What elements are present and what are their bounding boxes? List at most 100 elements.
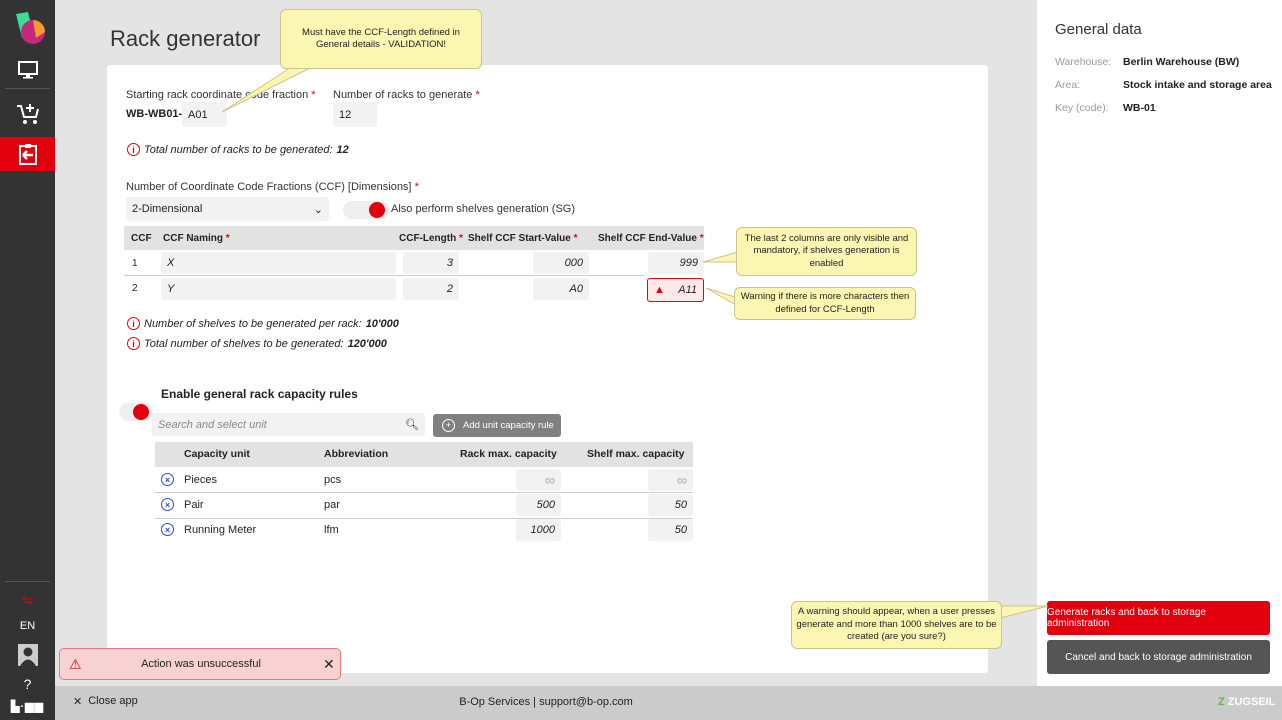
brand-logo: ▙·▆▆ [10,700,45,713]
col-unit: Capacity unit [184,448,250,460]
panel-title: General data [1055,21,1142,38]
label-text: Number of racks to generate [333,89,473,101]
info-text: Number of shelves to be generated per ra… [144,317,362,330]
shelf-end-input[interactable]: 999 [648,252,704,274]
user-avatar-icon[interactable] [0,642,55,668]
unit-abbr: lfm [324,524,339,536]
col-rack-cap: Rack max. capacity [460,448,557,460]
close-icon[interactable]: ✕ [323,656,335,672]
general-row-warehouse: Warehouse: Berlin Warehouse (BW) [1055,56,1239,68]
footer: ✕ Close app B-Op Services | support@b-op.… [55,686,1282,720]
total-racks-info: i Total number of racks to be generated: 1… [127,143,349,156]
shelf-capacity-input[interactable]: ∞ [648,469,693,491]
ccf-dimensions-select[interactable]: 2-Dimensional ⌄ [126,197,329,221]
total-shelves-info: i Total number of shelves to be generated… [127,337,387,350]
ccf-table-header [124,226,704,250]
rack-capacity-input[interactable]: 1000 [516,519,561,541]
cell-value: A11 [678,284,697,296]
error-toast: ⚠ Action was unsuccessful ✕ [59,648,341,680]
ccf-naming-input[interactable]: X [161,252,396,274]
general-row-area: Area: Stock intake and storage area [1055,79,1272,91]
close-icon: ✕ [73,696,83,708]
info-icon: i [127,337,140,350]
footer-contact: B-Op Services | support@b-op.com [459,696,633,708]
note-generate: A warning should appear, when a user pre… [791,601,1002,649]
rack-capacity-input[interactable]: 500 [516,494,561,516]
shelf-capacity-input[interactable]: 50 [648,494,693,516]
help-icon[interactable]: ? [23,676,32,692]
row-number: 2 [132,283,138,294]
search-icon: 🔍︎ [405,419,419,431]
language-switch[interactable]: EN [19,620,36,632]
button-label: Close app [88,695,138,707]
ccf-label: Number of Coordinate Code Fractions (CCF… [126,181,419,193]
add-capacity-rule-button[interactable]: + Add unit capacity rule [433,414,561,437]
cart-add-icon[interactable] [0,97,55,131]
rack-count-label: Number of racks to generate * [333,89,480,101]
remove-row-icon[interactable]: × [161,498,174,511]
divider [155,518,693,519]
ccf-length-input[interactable]: 2 [403,278,459,300]
generate-button[interactable]: Generate racks and back to storage admin… [1047,601,1270,635]
ccf-length-input[interactable]: 3 [403,252,459,274]
shelf-start-input[interactable]: A0 [533,278,589,300]
page-title: Rack generator [110,26,261,51]
toast-message: Action was unsuccessful [141,658,261,670]
value: Stock intake and storage area [1123,79,1272,91]
info-text: Total number of racks to be generated: [144,143,333,156]
info-value: 10'000 [365,317,399,330]
rack-capacity-input[interactable]: ∞ [516,469,561,491]
shelf-start-input[interactable]: 000 [533,252,589,274]
col-end: Shelf CCF End-Value * [598,233,704,244]
col-start: Shelf CCF Start-Value * [468,233,578,244]
key: Warehouse: [1055,56,1112,68]
start-fraction-input[interactable]: A01 [182,102,227,127]
rack-count-input[interactable]: 12 [333,102,377,127]
info-value: 12 [336,143,349,156]
monitor-icon[interactable] [0,53,55,87]
shelves-generation-toggle[interactable] [343,201,389,219]
col-shelf-cap: Shelf max. capacity [587,448,685,460]
shelves-generation-label: Also perform shelves generation (SG) [391,203,576,215]
placeholder: Search and select unit [158,418,267,431]
cancel-button[interactable]: Cancel and back to storage administratio… [1047,640,1270,674]
shelf-capacity-input[interactable]: 50 [648,519,693,541]
shelf-end-input-error[interactable]: ▲ A11 [647,278,704,302]
key: Key (code): [1055,102,1109,114]
remove-row-icon[interactable]: × [161,523,174,536]
warning-icon: ⚠ [69,656,82,672]
info-icon: i [127,317,140,330]
team-switch-icon[interactable]: ⇋ [21,591,34,608]
close-app-button[interactable]: ✕ Close app [73,695,138,708]
unit-name: Running Meter [184,524,257,536]
select-value: 2-Dimensional [132,203,203,215]
unit-name: Pair [184,499,204,511]
info-icon: i [127,143,140,156]
form-card [107,65,988,673]
clipboard-import-icon[interactable] [0,137,55,171]
remove-row-icon[interactable]: × [161,473,174,486]
divider [155,492,693,493]
info-text: Total number of shelves to be generated: [144,337,344,350]
capacity-table-header [155,442,693,467]
ccf-naming-input[interactable]: Y [161,278,396,300]
divider [124,275,644,276]
value: Berlin Warehouse (BW) [1123,56,1240,68]
unit-search-input[interactable]: Search and select unit 🔍︎ [152,413,425,436]
unit-abbr: pcs [324,474,342,486]
value: WB-01 [1123,102,1156,114]
info-value: 120'000 [347,337,387,350]
zugseil-logo: Z ZUGSEIL [1218,696,1276,708]
key: Area: [1055,79,1081,91]
col-ccf: CCF [131,233,152,244]
start-prefix: WB-WB01- [126,108,183,120]
sidebar: ⇋ EN ? ▙·▆▆ [0,0,55,720]
col-length: CCF-Length * [399,233,463,244]
col-naming: CCF Naming * [163,233,230,244]
note-warning: Warning if there is more characters then… [734,287,916,320]
general-row-key: Key (code): WB-01 [1055,102,1156,114]
capacity-rules-toggle[interactable] [119,403,153,421]
capacity-rules-label: Enable general rack capacity rules [161,387,358,401]
button-label: Add unit capacity rule [463,420,554,431]
logo-icon[interactable] [0,8,55,48]
